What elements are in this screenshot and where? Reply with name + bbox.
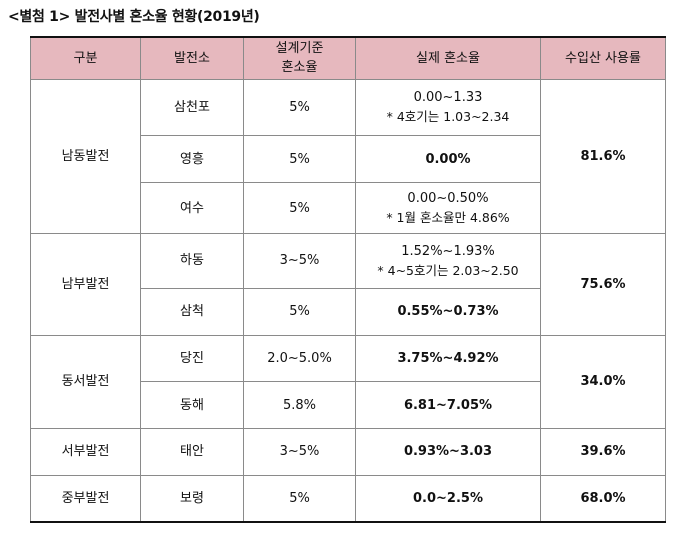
design-rate-cell: 5%	[243, 78, 356, 137]
company-cell: 남동발전	[30, 78, 141, 234]
import-usage-cell: 68.0%	[540, 474, 666, 523]
import-usage-cell: 39.6%	[540, 427, 666, 476]
header-design-rate-line2: 혼소율	[281, 60, 318, 76]
plant-cell: 삼천포	[140, 78, 244, 137]
design-rate-cell: 5%	[243, 135, 356, 184]
table-row: 동서발전 당진 2.0~5.0% 3.75%~4.92% 34.0%	[30, 334, 666, 429]
actual-rate-value: 0.00~1.33	[413, 90, 483, 106]
design-rate-cell: 5%	[243, 287, 356, 336]
company-cell: 서부발전	[30, 427, 141, 476]
plant-cell: 동해	[140, 381, 244, 429]
header-plant: 발전소	[140, 36, 244, 80]
plant-cell: 삼척	[140, 287, 244, 336]
table-row: 동해 5.8% 6.81~7.05%	[31, 381, 666, 429]
actual-rate-cell: 6.81~7.05%	[355, 381, 541, 429]
table-row: 중부발전 보령 5% 0.0~2.5% 68.0%	[30, 474, 666, 523]
plant-cell: 당진	[140, 334, 244, 383]
design-rate-cell: 2.0~5.0%	[243, 334, 356, 383]
plant-cell: 영흥	[140, 135, 244, 184]
plant-cell: 보령	[140, 474, 244, 523]
header-row: 구분 발전소 설계기준 혼소율 실제 혼소율 수입산 사용률	[30, 36, 666, 80]
actual-rate-note: * 4~5호기는 2.03~2.50	[377, 262, 519, 278]
plant-cell: 태안	[140, 427, 244, 476]
table-row: 남동발전 삼천포 5% 0.00~1.33 * 4호기는 1.03~2.34 8…	[30, 78, 666, 234]
actual-rate-cell: 0.00~0.50% * 1월 혼소율만 4.86%	[355, 182, 541, 234]
design-rate-cell: 5%	[243, 474, 356, 523]
design-rate-cell: 3~5%	[243, 427, 356, 476]
plant-cell: 하동	[140, 232, 244, 289]
actual-rate-cell: 0.00%	[355, 135, 541, 184]
table-row: 남부발전 하동 3~5% 1.52%~1.93% * 4~5호기는 2.03~2…	[30, 232, 666, 336]
header-design-rate: 설계기준 혼소율	[243, 36, 356, 80]
import-usage-cell: 34.0%	[540, 334, 666, 429]
header-design-rate-line1: 설계기준	[275, 41, 324, 57]
document-title: <별첨 1> 발전사별 혼소율 현황(2019년)	[8, 9, 260, 25]
design-rate-cell: 3~5%	[243, 232, 356, 289]
company-cell: 동서발전	[30, 334, 141, 429]
actual-rate-value: 0.00~0.50%	[407, 191, 489, 207]
actual-rate-cell: 1.52%~1.93% * 4~5호기는 2.03~2.50	[355, 232, 541, 289]
design-rate-cell: 5%	[243, 182, 356, 234]
actual-rate-cell: 3.75%~4.92%	[355, 334, 541, 383]
actual-rate-cell: 0.0~2.5%	[355, 474, 541, 523]
header-category: 구분	[30, 36, 141, 80]
cofiring-rate-table: 구분 발전소 설계기준 혼소율 실제 혼소율 수입산 사용률 남동발전 삼천포 …	[30, 36, 666, 523]
actual-rate-cell: 0.55%~0.73%	[355, 287, 541, 336]
plant-cell: 여수	[140, 182, 244, 234]
actual-rate-value: 1.52%~1.93%	[401, 243, 495, 259]
table-row: 여수 5% 0.00~0.50% * 1월 혼소율만 4.86%	[31, 182, 666, 234]
table-row: 서부발전 태안 3~5% 0.93%~3.03 39.6%	[30, 427, 666, 476]
table-row: 영흥 5% 0.00%	[31, 135, 666, 184]
actual-rate-cell: 0.00~1.33 * 4호기는 1.03~2.34	[355, 78, 541, 137]
import-usage-cell: 81.6%	[540, 78, 666, 234]
actual-rate-cell: 0.93%~3.03	[355, 427, 541, 476]
company-cell: 중부발전	[30, 474, 141, 523]
header-import-usage: 수입산 사용률	[540, 36, 666, 80]
company-cell: 남부발전	[30, 232, 141, 336]
import-usage-cell: 75.6%	[540, 232, 666, 336]
actual-rate-note: * 1월 혼소율만 4.86%	[386, 210, 510, 226]
design-rate-cell: 5.8%	[243, 381, 356, 429]
actual-rate-note: * 4호기는 1.03~2.34	[386, 109, 510, 125]
header-actual-rate: 실제 혼소율	[355, 36, 541, 80]
